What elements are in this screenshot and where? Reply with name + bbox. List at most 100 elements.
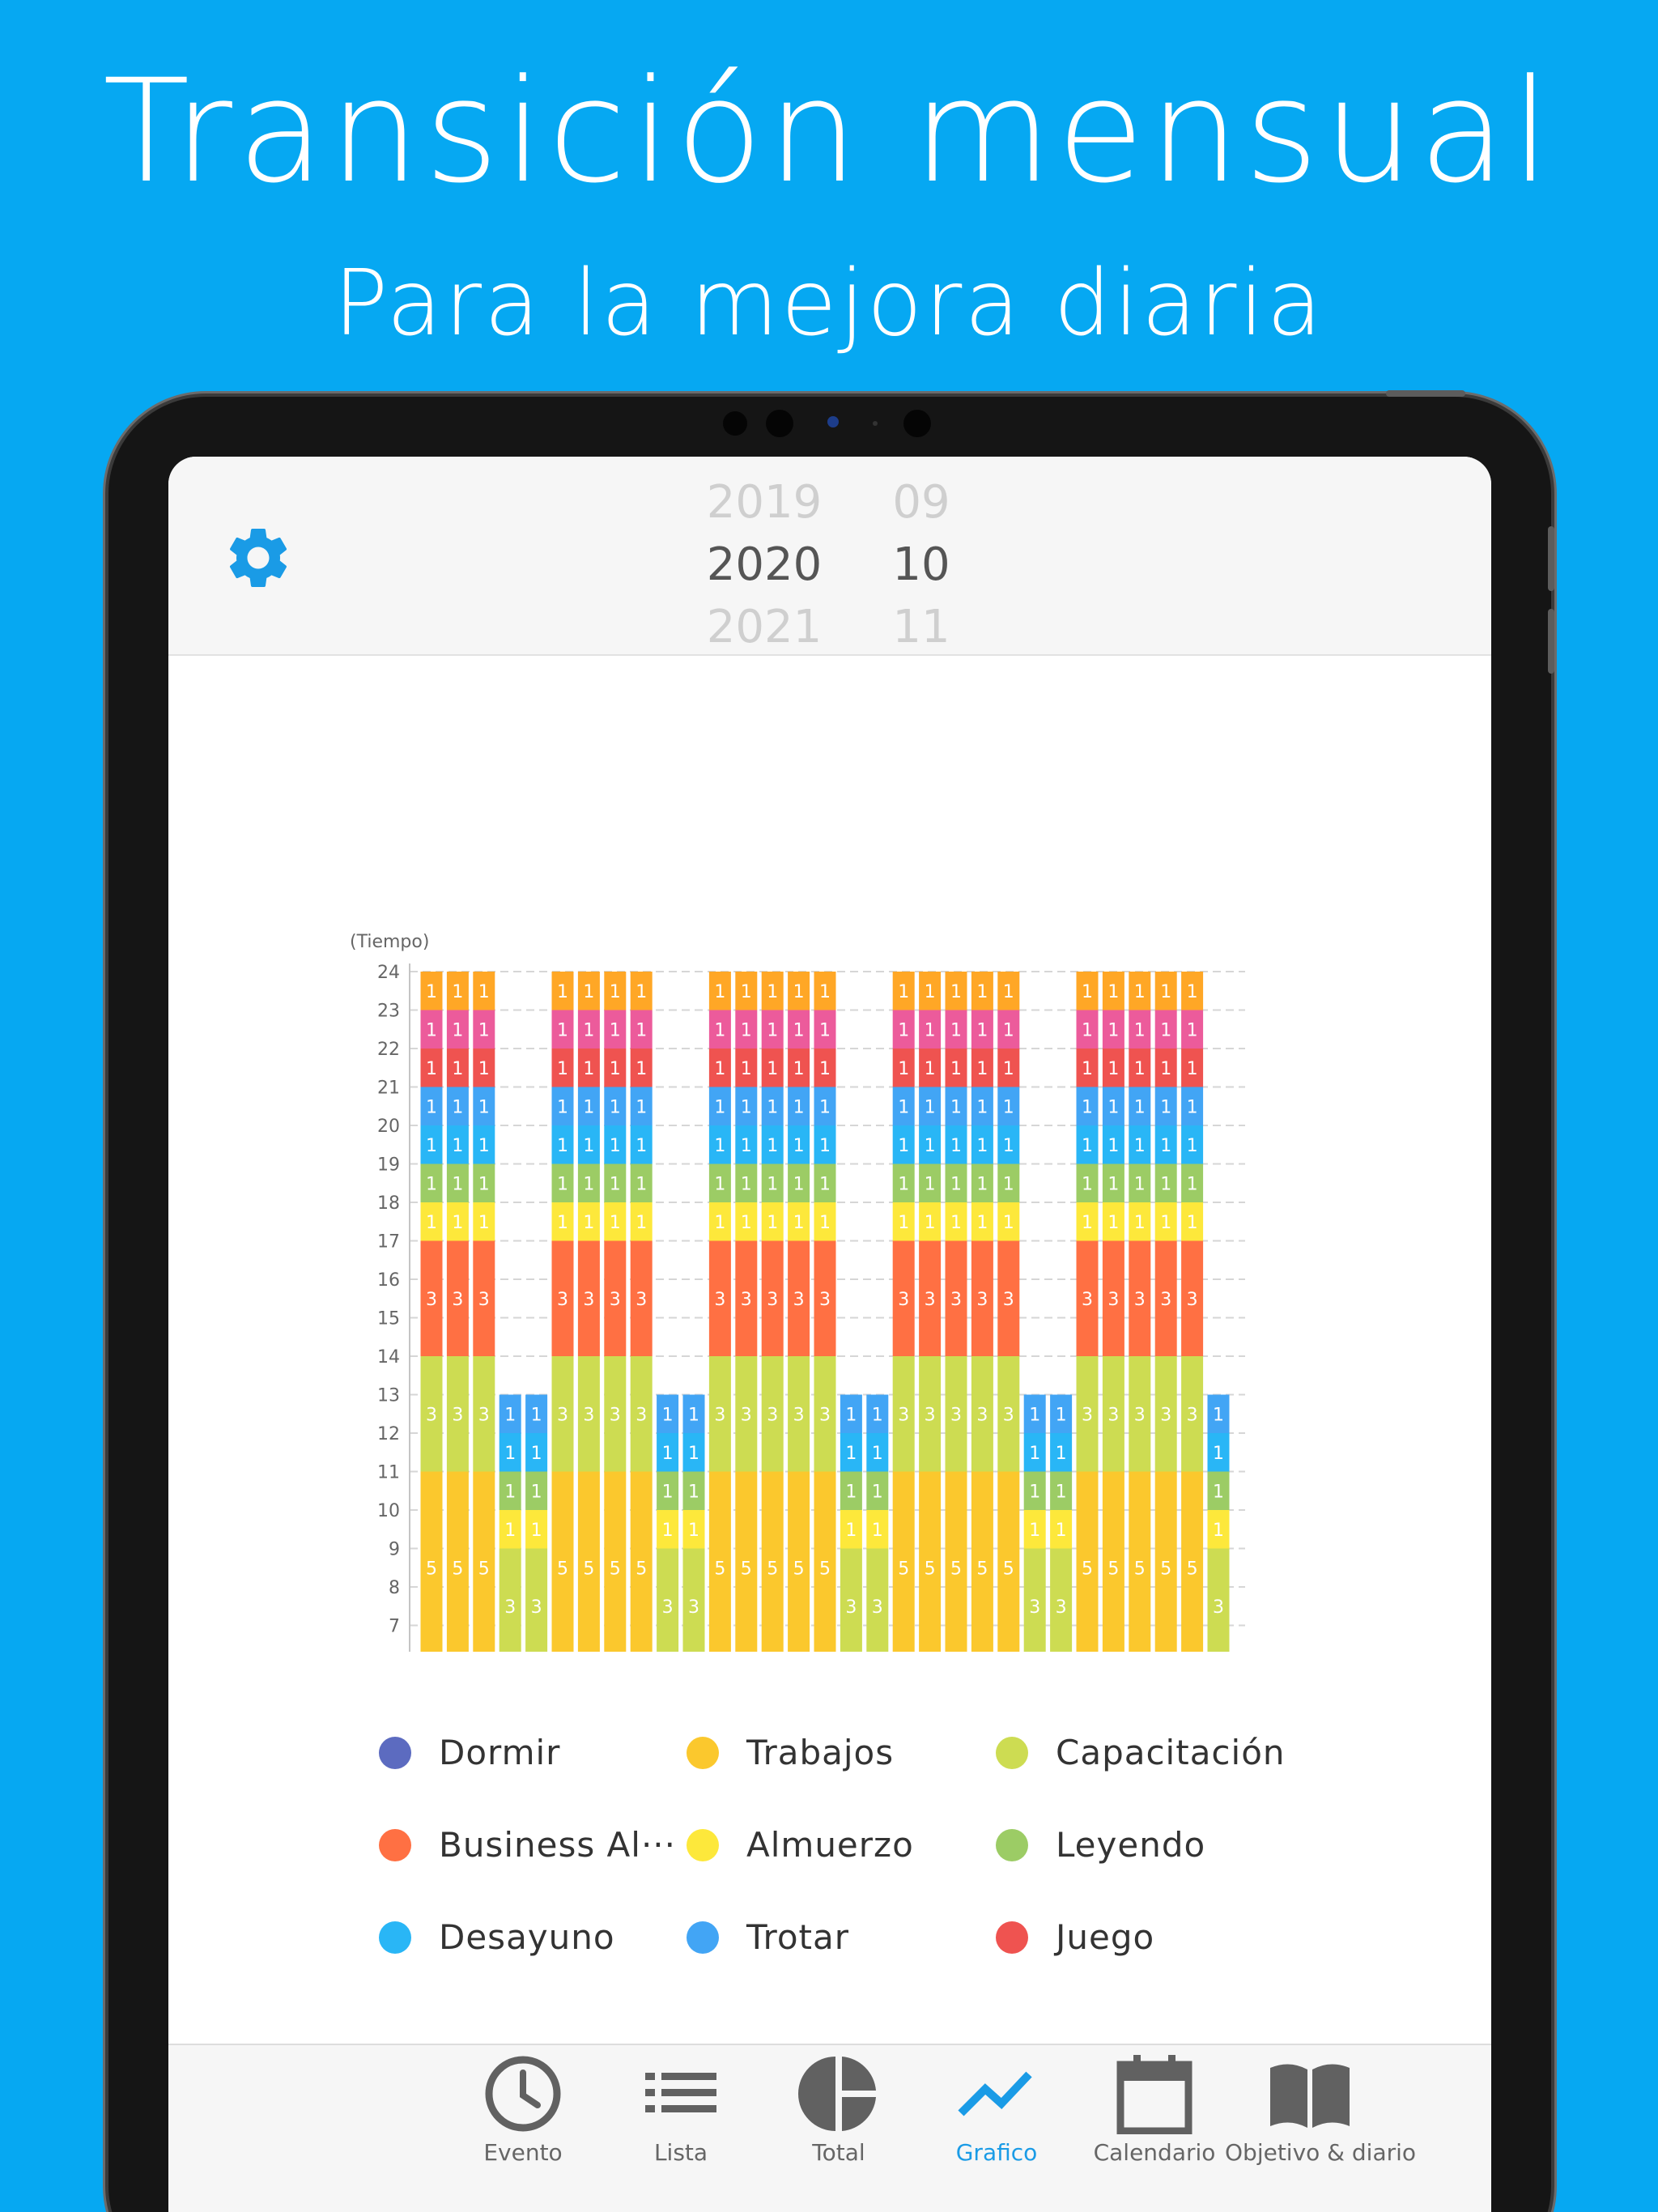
tab-lista[interactable]: Lista	[602, 2053, 760, 2166]
data-label: 3	[925, 1405, 936, 1425]
data-label: 1	[478, 982, 490, 1002]
data-label: 1	[1029, 1482, 1040, 1502]
year-picker[interactable]: 2019 2020 2021	[699, 471, 829, 658]
data-label: 1	[767, 1020, 778, 1040]
legend-swatch	[687, 1921, 719, 1954]
data-label: 3	[1187, 1405, 1198, 1425]
data-label: 1	[557, 1020, 568, 1040]
bar-segment	[682, 1548, 705, 1652]
data-label: 1	[793, 1097, 805, 1117]
tab-objetivo-diario[interactable]: Objetivo & diario	[1225, 2053, 1416, 2166]
tab-label: Lista	[653, 2139, 708, 2166]
data-label: 1	[1187, 1136, 1198, 1156]
bar-segment	[577, 972, 600, 1010]
bar-segment	[919, 1471, 942, 1652]
bar-segment	[1050, 1471, 1073, 1510]
data-label: 3	[636, 1290, 647, 1310]
tab-evento[interactable]: Evento	[444, 2053, 602, 2166]
bar-segment	[997, 1163, 1020, 1202]
data-label: 3	[898, 1290, 909, 1310]
tab-calendario[interactable]: Calendario	[1075, 2053, 1234, 2166]
bar-segment	[1050, 1433, 1073, 1472]
bar-segment	[1050, 1394, 1073, 1433]
data-label: 1	[925, 1097, 936, 1117]
bar-segment	[1181, 1163, 1204, 1202]
year-selected[interactable]: 2020	[706, 538, 823, 591]
data-label: 1	[478, 1174, 490, 1194]
bar-segment	[1181, 972, 1204, 1010]
data-label: 5	[925, 1559, 936, 1579]
data-label: 3	[741, 1405, 752, 1425]
year-option[interactable]: 2019	[706, 476, 823, 529]
y-tick-label: 16	[377, 1270, 400, 1291]
legend-label: Capacitación	[1056, 1733, 1286, 1772]
bar-segment	[840, 1548, 862, 1652]
bar-segment	[945, 1125, 967, 1164]
bar-segment	[708, 1163, 731, 1202]
data-label: 1	[793, 1213, 805, 1233]
bar-segment	[945, 1163, 967, 1202]
data-label: 3	[452, 1405, 463, 1425]
data-label: 1	[741, 1059, 752, 1079]
data-label: 3	[767, 1290, 778, 1310]
bar-segment	[1076, 1240, 1099, 1356]
data-label: 5	[1082, 1559, 1093, 1579]
data-label: 3	[976, 1405, 988, 1425]
bar-segment	[945, 1240, 967, 1356]
bar-segment	[788, 1087, 810, 1125]
data-label: 1	[741, 1213, 752, 1233]
data-label: 1	[793, 982, 805, 1002]
bar-segment	[1154, 1356, 1177, 1472]
data-label: 5	[610, 1559, 621, 1579]
data-label: 1	[1134, 982, 1146, 1002]
bar-segment	[814, 1202, 836, 1241]
data-label: 3	[1213, 1597, 1224, 1618]
bar-segment	[761, 1125, 784, 1164]
bar-segment	[630, 1049, 653, 1087]
data-label: 1	[1160, 982, 1171, 1002]
data-label: 1	[610, 1174, 621, 1194]
bar-segment	[997, 972, 1020, 1010]
bar-segment	[473, 1049, 495, 1087]
data-label: 1	[452, 1020, 463, 1040]
bar-segment	[919, 1087, 942, 1125]
bar-segment	[446, 972, 469, 1010]
bar-segment	[1154, 1087, 1177, 1125]
data-label: 5	[714, 1559, 725, 1579]
data-label: 1	[1056, 1405, 1067, 1425]
bar-segment	[1129, 1202, 1151, 1241]
year-option[interactable]: 2021	[706, 601, 823, 653]
data-label: 1	[845, 1521, 857, 1541]
settings-gear-icon[interactable]	[222, 521, 295, 594]
legend-swatch	[379, 1921, 411, 1954]
data-label: 3	[872, 1597, 883, 1618]
bar-segment	[1102, 1356, 1124, 1472]
bar-segment	[577, 1471, 600, 1652]
tab-grafico[interactable]: Grafico	[917, 2053, 1076, 2166]
month-picker[interactable]: 09 10 11	[881, 471, 962, 658]
y-axis-label: (Tiempo)	[350, 932, 429, 952]
bar-segment	[551, 1240, 574, 1356]
y-tick-label: 14	[377, 1347, 400, 1368]
data-label: 1	[426, 1136, 437, 1156]
data-label: 3	[845, 1597, 857, 1618]
bar-segment	[892, 1125, 915, 1164]
tab-total[interactable]: Total	[759, 2053, 918, 2166]
data-label: 3	[531, 1597, 542, 1618]
bar-segment	[657, 1510, 679, 1549]
month-option[interactable]: 09	[892, 476, 950, 529]
data-label: 1	[819, 1174, 831, 1194]
bar-segment	[892, 1240, 915, 1356]
month-selected[interactable]: 10	[892, 538, 950, 591]
legend-label: Leyendo	[1056, 1825, 1206, 1865]
y-tick-label: 7	[389, 1617, 400, 1637]
data-label: 1	[426, 982, 437, 1002]
data-label: 1	[662, 1444, 674, 1464]
bar-segment	[892, 1202, 915, 1241]
bar-segment	[473, 1202, 495, 1241]
data-label: 1	[1082, 1020, 1093, 1040]
bar-segment	[657, 1548, 679, 1652]
month-option[interactable]: 11	[892, 601, 950, 653]
bar-segment	[971, 1010, 993, 1049]
data-label: 1	[976, 1174, 988, 1194]
